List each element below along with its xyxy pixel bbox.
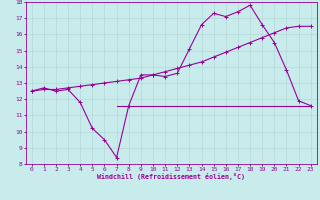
X-axis label: Windchill (Refroidissement éolien,°C): Windchill (Refroidissement éolien,°C): [97, 173, 245, 180]
